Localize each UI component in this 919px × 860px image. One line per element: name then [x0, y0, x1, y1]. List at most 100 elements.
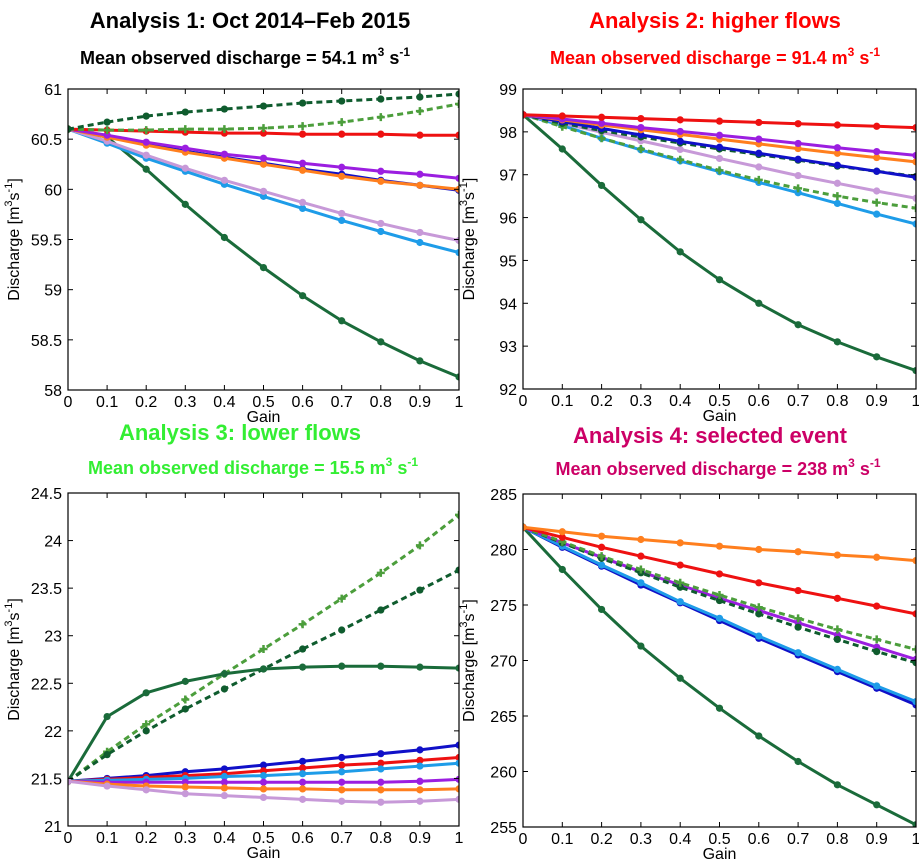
- text-span: 3: [848, 456, 855, 470]
- data-point: [181, 783, 189, 791]
- x-tick-label: 0.2: [590, 393, 612, 410]
- data-point: [103, 782, 111, 790]
- data-point: [598, 181, 606, 190]
- data-point: [299, 99, 307, 107]
- data-point: [833, 594, 842, 602]
- series-line-3: [523, 525, 916, 703]
- data-point: [873, 167, 881, 175]
- data-point: [715, 704, 724, 712]
- plot-area: [523, 110, 916, 375]
- data-point: [715, 276, 724, 284]
- text-span: ]: [461, 599, 478, 603]
- chart-subtitle: Mean observed discharge = 91.4 m3 s-1: [550, 45, 880, 68]
- data-point: [676, 116, 684, 124]
- data-point: [455, 373, 459, 381]
- x-tick-label: 1: [912, 831, 919, 848]
- text-span: -1: [458, 604, 470, 614]
- data-point: [873, 147, 881, 156]
- data-point: [377, 606, 385, 614]
- x-tick-label: 0.6: [748, 393, 770, 410]
- data-point: [142, 786, 150, 794]
- data-point: [794, 649, 802, 657]
- x-tick-label: 0.9: [866, 393, 888, 410]
- y-tick-label: 60: [44, 182, 62, 199]
- data-point: [455, 90, 459, 98]
- x-tick-label: 0.3: [174, 830, 196, 847]
- y-tick-label: 22: [44, 724, 62, 741]
- x-tick-label: 0.2: [590, 831, 612, 848]
- data-point: [259, 192, 268, 200]
- data-point: [259, 263, 268, 272]
- data-point: [558, 145, 566, 153]
- data-point: [872, 635, 881, 644]
- data-point: [142, 727, 150, 735]
- data-point: [68, 125, 72, 133]
- data-point: [338, 786, 346, 794]
- data-point: [416, 663, 424, 671]
- text-span: s: [461, 613, 478, 621]
- text-span: ]: [6, 598, 23, 602]
- data-point: [181, 164, 189, 172]
- data-point: [259, 187, 268, 195]
- data-point: [833, 149, 842, 157]
- data-point: [376, 113, 385, 122]
- text-span: 3: [848, 45, 855, 59]
- data-point: [873, 602, 881, 610]
- data-point: [755, 632, 763, 640]
- data-point: [338, 626, 346, 634]
- data-point: [598, 119, 606, 127]
- data-point: [337, 594, 346, 603]
- x-tick-label: 0.7: [331, 830, 353, 847]
- data-point: [455, 566, 459, 574]
- text-span: -1: [399, 45, 410, 59]
- chart-panel-2: Analysis 2: higher flows Mean observed di…: [458, 8, 919, 425]
- x-tick-label: 0.7: [787, 831, 809, 848]
- data-point: [637, 131, 645, 139]
- x-tick-label: 0.3: [630, 831, 652, 848]
- data-point: [298, 122, 307, 131]
- data-point: [416, 586, 424, 594]
- data-point: [338, 778, 346, 786]
- x-axis-label: Gain: [247, 409, 281, 426]
- data-point: [416, 746, 424, 754]
- data-point: [299, 663, 307, 671]
- data-point: [416, 797, 424, 805]
- text-span: 3: [3, 620, 15, 626]
- data-point: [794, 139, 802, 148]
- data-point: [833, 121, 842, 129]
- data-point: [676, 155, 685, 164]
- x-tick-label: 0.5: [708, 393, 730, 410]
- data-point: [377, 177, 385, 185]
- data-point: [872, 198, 881, 207]
- y-axis-label: Discharge [m3s-1]: [458, 178, 478, 301]
- data-point: [912, 821, 916, 827]
- y-tick-label: 97: [499, 168, 517, 185]
- x-tick-label: 0.5: [708, 831, 730, 848]
- y-tick-label: 99: [499, 82, 517, 99]
- data-point: [181, 108, 189, 116]
- data-point: [259, 761, 268, 769]
- data-point: [794, 614, 803, 623]
- x-tick-label: 0.4: [213, 394, 235, 411]
- x-tick-label: 0.1: [96, 394, 118, 411]
- data-point: [755, 149, 763, 157]
- data-point: [338, 209, 346, 218]
- data-point: [455, 741, 459, 749]
- data-point: [833, 551, 842, 559]
- data-point: [912, 158, 916, 166]
- data-point: [637, 579, 645, 587]
- data-point: [415, 541, 424, 550]
- data-point: [676, 598, 684, 606]
- data-point: [259, 124, 268, 133]
- data-point: [142, 720, 151, 729]
- text-span: 3: [386, 455, 393, 469]
- data-point: [259, 793, 268, 802]
- y-tick-label: 280: [490, 543, 517, 560]
- data-point: [598, 561, 606, 569]
- data-point: [833, 665, 842, 673]
- data-point: [259, 645, 268, 654]
- y-axis-label: Discharge [m3s-1]: [3, 178, 23, 301]
- data-point: [833, 635, 842, 644]
- data-point: [455, 174, 459, 182]
